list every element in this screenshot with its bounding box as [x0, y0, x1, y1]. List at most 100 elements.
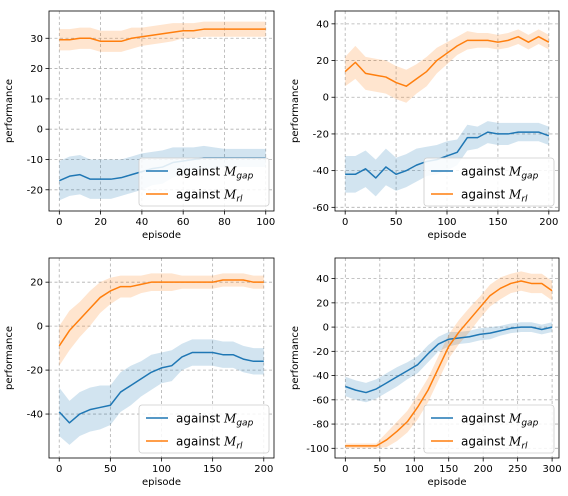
- legend-entry-subscript: rl: [521, 195, 528, 205]
- y-tick-label: -20: [313, 347, 329, 358]
- x-tick-label: 200: [474, 464, 493, 475]
- y-axis-label: performance: [4, 79, 15, 143]
- x-tick-label: 300: [543, 464, 562, 475]
- x-tick-label: 60: [177, 217, 190, 228]
- legend-entry-text: against: [176, 435, 224, 449]
- legend-box: [138, 157, 270, 207]
- y-tick-label: 0: [323, 323, 329, 334]
- legend-entry-text: against: [461, 412, 509, 426]
- legend-entry-2: against Mrl: [461, 435, 528, 452]
- y-axis-label: performance: [4, 326, 15, 390]
- y-tick-label: -80: [313, 420, 329, 431]
- axes-frame: [48, 10, 275, 212]
- subplot-1: 0 20 40 60 80 100 -20 -10 0 10 20 30 episode performa…: [4, 10, 275, 241]
- y-tick-label: -10: [27, 155, 43, 166]
- legend-entry-symbol: M: [223, 412, 237, 426]
- x-tick-label: 50: [390, 217, 403, 228]
- legend-entry-symbol: M: [223, 165, 237, 179]
- legend-entry-symbol: M: [508, 412, 522, 426]
- legend-entry-subscript: rl: [521, 442, 528, 452]
- x-tick-label: 100: [152, 464, 171, 475]
- y-tick-label: -20: [27, 366, 43, 377]
- legend-entry-subscript: gap: [236, 419, 253, 429]
- series-line-2: [58, 279, 264, 347]
- y-tick-label: 20: [30, 64, 43, 75]
- legend-entry-1: against Mgap: [176, 165, 254, 182]
- y-tick-label: -100: [306, 444, 329, 455]
- y-tick-label: -60: [313, 203, 329, 214]
- y-tick-label: 10: [30, 94, 43, 105]
- series-line-1: [58, 351, 264, 424]
- series-line-2: [345, 280, 553, 447]
- subplot-3: 0 50 100 150 200 -40 -20 0 20 episode performance a…: [4, 257, 275, 488]
- legend-entry-1: against Mgap: [176, 412, 254, 429]
- legend-entry-subscript: gap: [236, 172, 253, 182]
- x-axis-label: episode: [427, 230, 466, 241]
- confidence-band-series-1: [59, 339, 264, 445]
- x-axis-label: episode: [427, 477, 466, 488]
- x-tick-label: 0: [342, 217, 348, 228]
- y-tick-label: -40: [313, 371, 329, 382]
- legend-box: [423, 404, 555, 454]
- legend-entry-symbol: M: [508, 165, 522, 179]
- subplot-2: 0 50 100 150 200 -60 -40 -20 0 20 40 episode perform…: [290, 10, 560, 241]
- confidence-band-series-2: [59, 21, 266, 52]
- confidence-band-series-2: [59, 273, 264, 366]
- confidence-band-series-1: [345, 322, 553, 403]
- y-tick-label: 40: [316, 19, 329, 30]
- y-tick-label: 20: [30, 278, 43, 289]
- x-tick-label: 100: [437, 217, 456, 228]
- legend-box: [138, 404, 270, 454]
- x-tick-label: 150: [488, 217, 507, 228]
- x-tick-label: 150: [439, 464, 458, 475]
- y-tick-label: 0: [37, 125, 43, 136]
- x-tick-label: 200: [539, 217, 558, 228]
- legend-entry-1: against Mgap: [461, 165, 539, 182]
- legend-entry-symbol: M: [508, 435, 522, 449]
- confidence-band-series-2: [345, 271, 553, 449]
- y-tick-label: 20: [316, 298, 329, 309]
- x-tick-label: 100: [405, 464, 424, 475]
- y-tick-label: -20: [27, 185, 43, 196]
- y-tick-label: -20: [313, 129, 329, 140]
- series-line-2: [344, 35, 550, 87]
- axes-frame: [334, 257, 560, 459]
- y-axis-label: performance: [290, 326, 301, 390]
- plot-area: [58, 273, 264, 445]
- legend-entry-text: against: [176, 188, 224, 202]
- legend-entry-subscript: rl: [236, 195, 243, 205]
- legend-entry-subscript: rl: [236, 442, 243, 452]
- legend-entry-symbol: M: [223, 435, 237, 449]
- x-tick-label: 0: [342, 464, 348, 475]
- y-tick-label: -40: [313, 166, 329, 177]
- series-line-1: [345, 131, 550, 179]
- legend-entry-text: against: [176, 165, 224, 179]
- legend-entry-symbol: M: [508, 188, 522, 202]
- x-tick-label: 100: [256, 217, 275, 228]
- legend-entry-symbol: M: [223, 188, 237, 202]
- legend-entry-2: against Mrl: [176, 435, 243, 452]
- x-tick-label: 80: [218, 217, 231, 228]
- confidence-band-series-2: [345, 29, 549, 103]
- legend-entry-2: against Mrl: [176, 188, 243, 205]
- y-tick-label: -60: [313, 395, 329, 406]
- subplot-4: 0 50 100 150 200 250 300 -100 -80 -60 -40 -20 0 20 40 e…: [290, 257, 562, 488]
- y-tick-label: 0: [323, 93, 329, 104]
- y-tick-label: 30: [30, 34, 43, 45]
- y-tick-label: 40: [316, 274, 329, 285]
- x-tick-label: 50: [373, 464, 386, 475]
- x-axis-label: episode: [142, 230, 181, 241]
- legend-entry-text: against: [461, 188, 509, 202]
- x-tick-label: 0: [56, 217, 62, 228]
- legend-entry-1: against Mgap: [461, 412, 539, 429]
- x-tick-label: 20: [94, 217, 107, 228]
- legend-box: [423, 157, 555, 207]
- y-tick-label: -40: [27, 410, 43, 421]
- x-axis-label: episode: [142, 477, 181, 488]
- legend-entry-text: against: [461, 165, 509, 179]
- legend-entry-subscript: gap: [521, 172, 538, 182]
- legend-entry-text: against: [176, 412, 224, 426]
